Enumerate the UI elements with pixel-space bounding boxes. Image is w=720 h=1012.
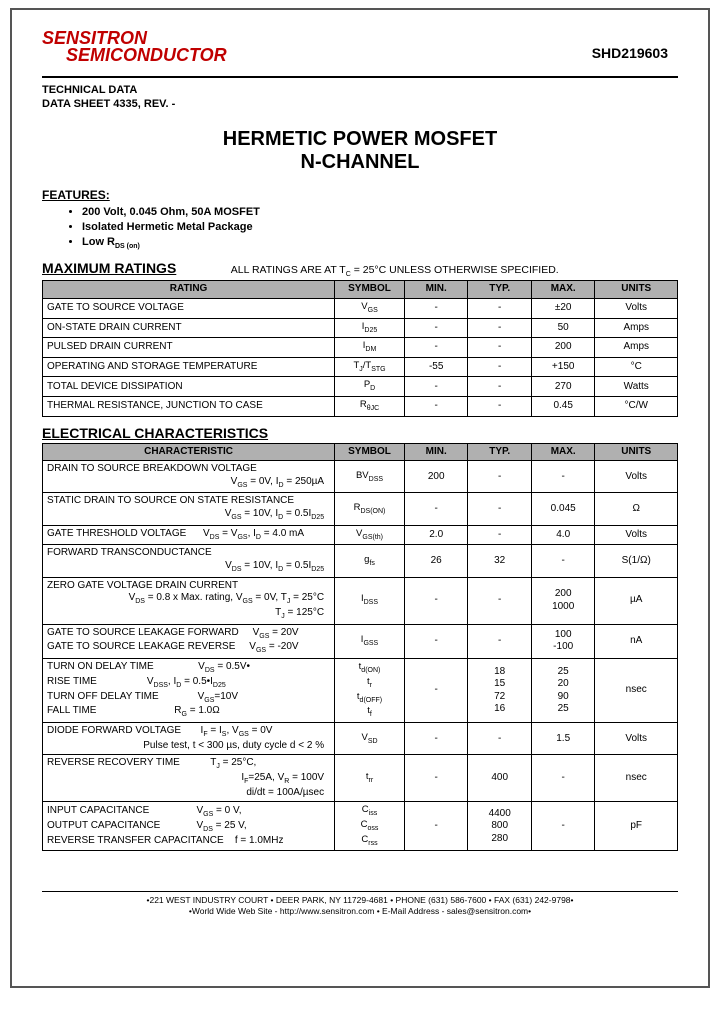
logo-line2: SEMICONDUCTOR — [42, 47, 227, 64]
technical-data-label: TECHNICAL DATA — [42, 84, 678, 96]
table-row: DIODE FORWARD VOLTAGE IF = IS, VGS = 0VP… — [43, 723, 678, 755]
table-row: REVERSE RECOVERY TIME TJ = 25°C,IF=25A, … — [43, 755, 678, 802]
table-header-row: CHARACTERISTIC SYMBOL MIN. TYP. MAX. UNI… — [43, 443, 678, 461]
footer-line1: •221 WEST INDUSTRY COURT • DEER PARK, NY… — [42, 895, 678, 906]
table-row: OPERATING AND STORAGE TEMPERATURETJ/TSTG… — [43, 357, 678, 377]
table-row: INPUT CAPACITANCE VGS = 0 V,OUTPUT CAPAC… — [43, 802, 678, 851]
table-row: DRAIN TO SOURCE BREAKDOWN VOLTAGEVGS = 0… — [43, 461, 678, 493]
col-units: UNITS — [595, 281, 678, 299]
col-min: MIN. — [404, 281, 468, 299]
feature-item: Low RDS (on) — [82, 236, 678, 250]
table-row: TOTAL DEVICE DISSIPATIONPD--270Watts — [43, 377, 678, 397]
elec-char-heading: ELECTRICAL CHARACTERISTICS — [42, 425, 678, 441]
datasheet-page: SENSITRON SEMICONDUCTOR SHD219603 TECHNI… — [10, 8, 710, 988]
table-row: ZERO GATE VOLTAGE DRAIN CURRENTVDS = 0.8… — [43, 577, 678, 624]
col-typ: TYP. — [468, 281, 532, 299]
table-row: TURN ON DELAY TIME VDS = 0.5V•RISE TIME … — [43, 659, 678, 723]
ratings-note: ALL RATINGS ARE AT TC = 25°C UNLESS OTHE… — [231, 264, 559, 278]
header-block: SENSITRON SEMICONDUCTOR SHD219603 — [42, 30, 678, 66]
feature-item: 200 Volt, 0.045 Ohm, 50A MOSFET — [82, 206, 678, 218]
elec-char-table: CHARACTERISTIC SYMBOL MIN. TYP. MAX. UNI… — [42, 443, 678, 852]
footer-line2: •World Wide Web Site - http://www.sensit… — [42, 906, 678, 917]
col-min: MIN. — [404, 443, 468, 461]
col-max: MAX. — [531, 281, 595, 299]
features-list: 200 Volt, 0.045 Ohm, 50A MOSFET Isolated… — [82, 206, 678, 250]
company-logo: SENSITRON SEMICONDUCTOR — [42, 30, 227, 64]
max-ratings-heading: MAXIMUM RATINGS — [42, 260, 176, 276]
title-line1: HERMETIC POWER MOSFET — [223, 128, 497, 150]
table-row: PULSED DRAIN CURRENTIDM--200Amps — [43, 338, 678, 358]
table-row: THERMAL RESISTANCE, JUNCTION TO CASERθJC… — [43, 397, 678, 417]
title-line2: N-CHANNEL — [301, 151, 420, 173]
col-rating: RATING — [43, 281, 335, 299]
col-symbol: SYMBOL — [335, 443, 405, 461]
sheet-info: DATA SHEET 4335, REV. - — [42, 98, 678, 110]
document-title: HERMETIC POWER MOSFET N-CHANNEL — [42, 128, 678, 174]
col-symbol: SYMBOL — [335, 281, 405, 299]
elec-char-section: ELECTRICAL CHARACTERISTICS CHARACTERISTI… — [42, 425, 678, 852]
max-ratings-table: RATING SYMBOL MIN. TYP. MAX. UNITS GATE … — [42, 280, 678, 416]
features-section: FEATURES: 200 Volt, 0.045 Ohm, 50A MOSFE… — [42, 188, 678, 250]
col-char: CHARACTERISTIC — [43, 443, 335, 461]
table-row: GATE THRESHOLD VOLTAGE VDS = VGS, ID = 4… — [43, 525, 678, 545]
features-heading: FEATURES: — [42, 188, 678, 202]
col-max: MAX. — [531, 443, 595, 461]
table-row: GATE TO SOURCE LEAKAGE FORWARD VGS = 20V… — [43, 624, 678, 659]
part-number: SHD219603 — [592, 45, 668, 61]
table-row: ON-STATE DRAIN CURRENTID25--50Amps — [43, 318, 678, 338]
feature-item: Isolated Hermetic Metal Package — [82, 221, 678, 233]
table-row: STATIC DRAIN TO SOURCE ON STATE RESISTAN… — [43, 493, 678, 525]
page-footer: •221 WEST INDUSTRY COURT • DEER PARK, NY… — [42, 891, 678, 917]
header-rule — [42, 76, 678, 78]
col-typ: TYP. — [468, 443, 532, 461]
table-row: FORWARD TRANSCONDUCTANCEVDS = 10V, ID = … — [43, 545, 678, 577]
col-units: UNITS — [595, 443, 678, 461]
table-header-row: RATING SYMBOL MIN. TYP. MAX. UNITS — [43, 281, 678, 299]
max-ratings-section: MAXIMUM RATINGS ALL RATINGS ARE AT TC = … — [42, 260, 678, 416]
table-row: GATE TO SOURCE VOLTAGEVGS--±20Volts — [43, 298, 678, 318]
